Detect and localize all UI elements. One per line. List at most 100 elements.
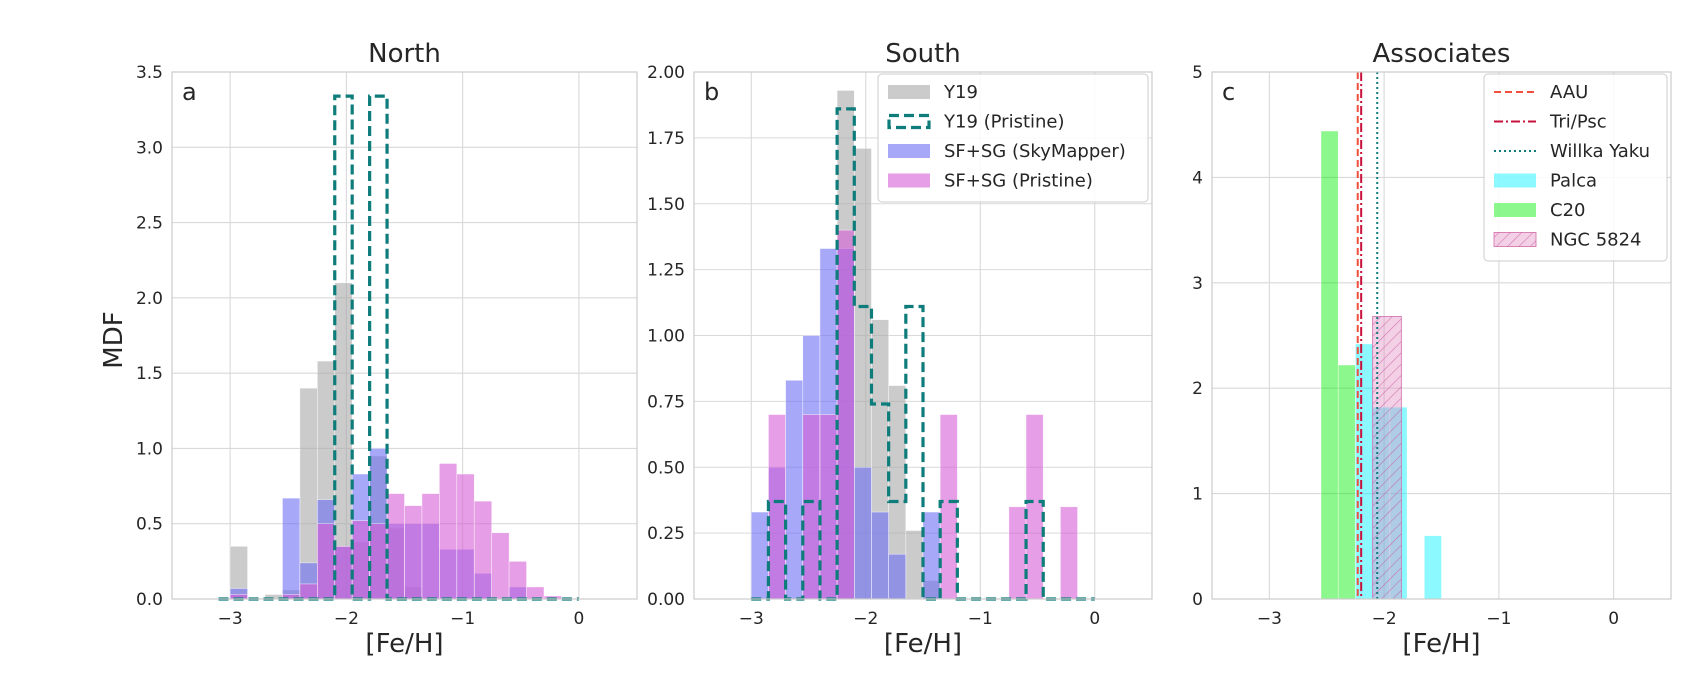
- x-tick-label: 0: [573, 609, 584, 629]
- panel-associates-title: Associates: [1373, 39, 1511, 69]
- y-tick-label: 1.25: [647, 261, 685, 281]
- x-tick-label: 0: [1089, 609, 1100, 629]
- bar-sf-sg-pristine: [1025, 414, 1044, 600]
- x-tick-label: −2: [853, 609, 878, 629]
- bar-sf-sg-pristine: [317, 523, 336, 600]
- panel-south-bars: [750, 90, 1078, 600]
- y-tick-label: 1.00: [647, 327, 685, 347]
- y-tick-label: 2.0: [136, 289, 163, 309]
- x-tick-label: −2: [334, 609, 359, 629]
- panel-north-title: North: [368, 39, 441, 69]
- bar-sf-sg-pristine: [802, 414, 821, 600]
- legend-label-palca: Palca: [1550, 171, 1597, 192]
- y-tick-label: 2.00: [647, 63, 685, 83]
- legend-patch-sf-sg-skymapper: [888, 144, 930, 158]
- panel-north-frame: [171, 71, 638, 600]
- x-tick-label: −3: [218, 609, 243, 629]
- legend-label-ngc-5824: NGC 5824: [1550, 230, 1642, 251]
- panel-associates: −3 −2 −1 0 0 1 2 3 4 5 Associates c [Fe/H] AAU Tri…: [1192, 39, 1672, 659]
- y-tick-label: 0: [1192, 590, 1203, 610]
- bar-sf-sg-skymapper: [922, 511, 941, 600]
- y-tick-label: 4: [1192, 168, 1203, 188]
- bar-sf-sg-pristine: [508, 561, 527, 600]
- panel-south-label: b: [704, 78, 719, 106]
- legend-patch-palca: [1494, 173, 1536, 188]
- bar-sf-sg-pristine: [299, 583, 318, 600]
- y-tick-label: 0.50: [647, 458, 685, 478]
- legend-patch-y19: [888, 85, 930, 99]
- x-tick-label: 0: [1608, 609, 1619, 629]
- legend-patch-c20: [1494, 203, 1536, 217]
- y-tick-label: 3: [1192, 274, 1203, 294]
- step-y19-pristine: [751, 107, 1095, 601]
- bar-sf-sg-pristine: [334, 545, 353, 600]
- bar-sf-sg-skymapper: [853, 466, 872, 600]
- bar-sf-sg-pristine: [526, 586, 545, 600]
- panel-associates-legend: AAU Tri/Psc Willka Yaku Palca C20 NGC 5824: [1483, 73, 1668, 262]
- y-axis-label: MDF: [99, 311, 129, 368]
- bar-sf-sg-pristine: [1060, 506, 1078, 600]
- panel-associates-frame: [1211, 71, 1672, 600]
- bar-sf-sg-skymapper: [871, 511, 889, 600]
- bar-palca: [1423, 535, 1442, 600]
- y-tick-label: 0.25: [647, 524, 685, 544]
- bar-sf-sg-pristine: [491, 532, 510, 600]
- y-tick-label: 3.5: [136, 63, 163, 83]
- x-tick-label: −1: [1486, 609, 1511, 629]
- panel-south-ticks: −3 −2 −1 0 0.00 0.25 0.50 0.75 1.00 1.25 1.50 1.75 2…: [647, 63, 1100, 629]
- legend-box: [877, 73, 1149, 203]
- y-tick-label: 1.5: [136, 364, 163, 384]
- legend-label-y19: Y19: [943, 82, 978, 103]
- x-tick-label: −1: [450, 609, 475, 629]
- y-tick-label: 3.0: [136, 138, 163, 158]
- panel-north-ticks: −3 −2 −1 0 0.0 0.5 1.0 1.5 2.0 2.5 3.0 3.5: [136, 63, 584, 629]
- panel-south-title: South: [885, 39, 961, 69]
- panel-south: −3 −2 −1 0 0.00 0.25 0.50 0.75 1.00 1.25 1.50 1.75 2…: [647, 39, 1153, 659]
- panel-associates-xlabel: [Fe/H]: [1402, 629, 1480, 659]
- panel-south-steps: [751, 107, 1095, 601]
- bar-sf-sg-skymapper: [750, 511, 769, 600]
- legend-patch-sf-sg-pristine: [888, 173, 930, 188]
- panel-south-frame: [693, 71, 1153, 600]
- x-tick-label: −2: [1372, 609, 1397, 629]
- bar-sf-sg-pristine: [456, 473, 475, 600]
- bar-y19: [905, 530, 924, 600]
- bar-sf-sg-pristine: [369, 523, 388, 600]
- bar-c20: [1320, 130, 1339, 600]
- bar-sf-sg-skymapper: [888, 553, 907, 600]
- y-tick-label: 1.75: [647, 129, 685, 149]
- bar-sf-sg-pristine: [439, 463, 458, 600]
- x-tick-label: −3: [1257, 609, 1282, 629]
- bar-c20: [1337, 364, 1356, 600]
- bar-sf-sg-pristine: [768, 414, 786, 600]
- bar-sf-sg-pristine: [1008, 506, 1027, 600]
- y-tick-label: 2: [1192, 379, 1203, 399]
- y-tick-label: 0.0: [136, 590, 163, 610]
- legend-label-sf-sg-pristine: SF+SG (Pristine): [944, 171, 1093, 192]
- bar-sf-sg-pristine: [473, 500, 492, 600]
- bar-sf-sg-pristine: [421, 493, 440, 600]
- bar-sf-sg-pristine: [386, 493, 405, 600]
- x-tick-label: −1: [968, 609, 993, 629]
- y-tick-label: 2.5: [136, 214, 163, 234]
- panel-south-legend: Y19 Y19 (Pristine) SF+SG (SkyMapper) SF+SG …: [877, 73, 1149, 203]
- y-tick-label: 0.75: [647, 392, 685, 412]
- legend-patch-y19-pristine: [887, 113, 931, 130]
- y-tick-label: 1.50: [647, 195, 685, 215]
- legend-label-aau: AAU: [1550, 82, 1588, 103]
- bar-sf-sg-pristine: [939, 414, 958, 600]
- y-tick-label: 0.00: [647, 590, 685, 610]
- panel-north-label: a: [182, 78, 197, 106]
- legend-label-tri-psc: Tri/Psc: [1549, 112, 1607, 133]
- panel-associates-ticks: −3 −2 −1 0 0 1 2 3 4 5: [1192, 63, 1619, 629]
- panel-north-bars: [229, 282, 562, 600]
- legend-label-sf-sg-skymapper: SF+SG (SkyMapper): [944, 141, 1126, 162]
- bar-sf-sg-pristine: [351, 520, 370, 600]
- legend-label-willka-yaku: Willka Yaku: [1550, 141, 1650, 162]
- bar-sf-sg-skymapper: [785, 379, 804, 600]
- panel-associates-vlines: [1356, 72, 1379, 599]
- bar-sf-sg-pristine: [819, 414, 838, 600]
- y-tick-label: 5: [1192, 63, 1203, 83]
- legend-label-y19-pristine: Y19 (Pristine): [943, 112, 1065, 133]
